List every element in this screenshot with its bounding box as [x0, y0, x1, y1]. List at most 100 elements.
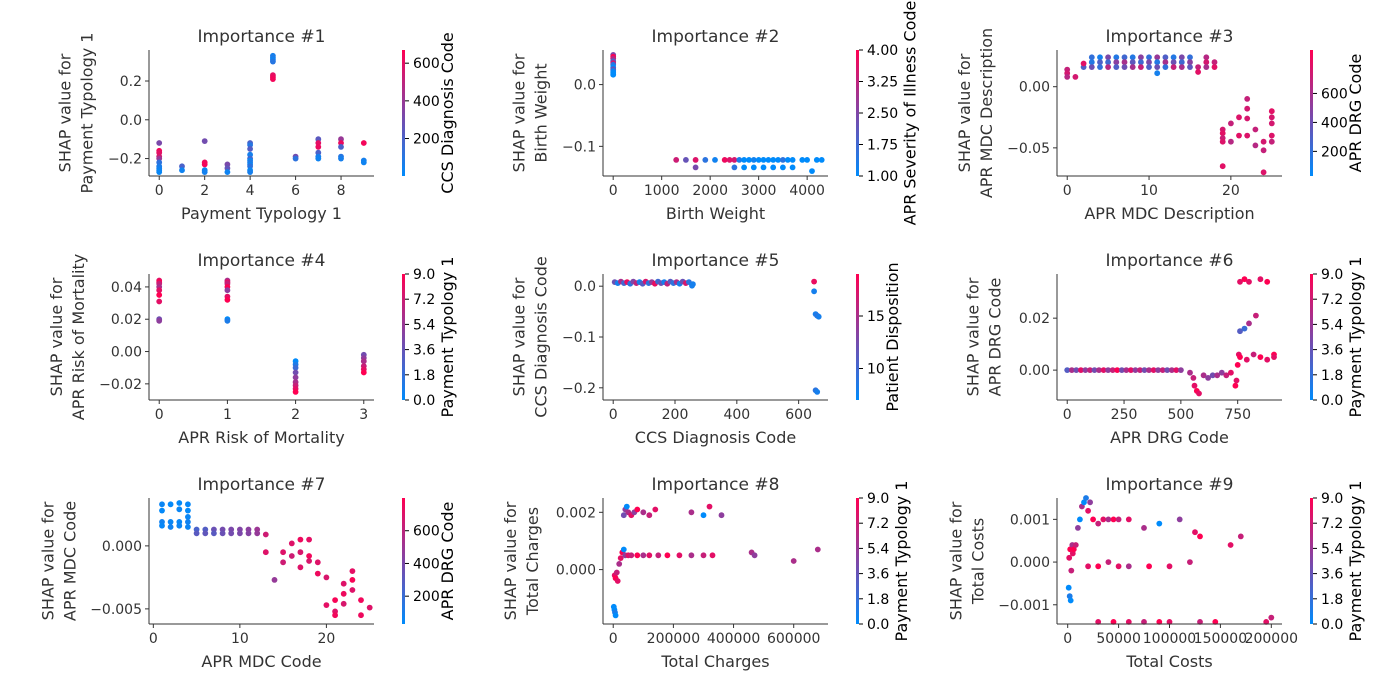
colorbar-tick-label: 400 [413, 556, 440, 572]
data-point [1268, 120, 1275, 127]
data-point [1244, 105, 1251, 112]
data-point [314, 570, 321, 577]
data-point [1146, 64, 1152, 70]
data-point [349, 587, 356, 593]
data-point [736, 157, 743, 163]
data-point [760, 157, 767, 163]
y-axis-label: APR MDC Description [977, 28, 996, 198]
data-point [1155, 367, 1161, 373]
subplot-title: Importance #9 [1106, 475, 1234, 495]
data-point [1121, 59, 1128, 66]
data-point [1268, 614, 1275, 621]
y-axis-label: Total Costs [968, 518, 987, 605]
data-point [721, 157, 728, 163]
colorbar-tick-label: 1.00 [867, 169, 898, 185]
subplot-8: Importance #8 0 200000 400000 600000 0.000 0.0… [501, 475, 911, 671]
x-tick-label: 6 [291, 183, 300, 199]
x-tick-label: 20 [317, 631, 335, 647]
data-point [228, 530, 235, 537]
subplot-3: Importance #3 0 10 20 −0.05 0.00 APR MDC Descr… [955, 27, 1365, 223]
data-point [1234, 362, 1241, 368]
data-point [1154, 64, 1161, 70]
data-point [1081, 499, 1087, 506]
data-point [1129, 64, 1136, 70]
subplot-6: Importance #6 0 250 500 750 0.00 0.02 APR DRG C… [964, 251, 1365, 447]
colorbar-label: Payment Typology 1 [1346, 481, 1365, 642]
data-point [1091, 367, 1098, 373]
data-point [292, 389, 299, 395]
data-point [201, 161, 208, 168]
data-point [1113, 54, 1120, 61]
colorbar-tick-label: 400 [1321, 115, 1348, 131]
data-point [167, 524, 174, 530]
colorbar-tick-label: 200 [413, 589, 440, 605]
data-point [640, 509, 647, 516]
data-point [1218, 369, 1225, 376]
x-tick-label: 400 [723, 407, 750, 423]
x-tick-label: 100000 [1143, 631, 1196, 647]
x-axis-label: APR MDC Description [1084, 204, 1254, 223]
data-point [1232, 382, 1239, 389]
data-point [780, 157, 786, 163]
y-axis-label: Payment Typology 1 [78, 33, 97, 194]
data-point [676, 552, 683, 559]
data-point [1088, 54, 1095, 61]
data-point [1082, 367, 1089, 373]
data-point [1178, 367, 1184, 373]
y-axis-label: APR MDC Code [60, 501, 79, 621]
data-point [1212, 619, 1219, 625]
data-point [156, 298, 163, 305]
data-point [1192, 529, 1198, 536]
data-point [185, 519, 191, 525]
data-point [292, 374, 299, 381]
data-point [1164, 367, 1171, 373]
data-point [247, 146, 254, 152]
x-tick-label: 0 [609, 407, 618, 423]
data-point [1244, 96, 1251, 102]
data-point [1211, 59, 1218, 66]
colorbar-tick-label: 9.0 [867, 491, 889, 507]
y-tick-label: 0.02 [1019, 311, 1050, 327]
data-point [731, 157, 738, 163]
data-point [814, 546, 821, 553]
colorbar-tick-label: 2.50 [867, 106, 898, 122]
data-point [156, 169, 163, 176]
data-point [360, 140, 367, 146]
data-point [159, 501, 165, 508]
data-point [185, 514, 191, 520]
data-point [1268, 138, 1275, 145]
x-tick-label: 8 [337, 183, 346, 199]
x-tick-label: 0 [609, 183, 618, 199]
colorbar-tick-label: 1.75 [867, 138, 898, 154]
x-axis-label: APR DRG Code [1110, 428, 1229, 447]
data-point [1154, 59, 1161, 66]
colorbar-tick-label: 1.8 [413, 368, 435, 384]
colorbar-tick-label: 600 [413, 524, 440, 540]
colorbar-tick-label: 3.25 [867, 75, 898, 91]
data-point [1065, 584, 1072, 591]
y-tick-label: −0.001 [998, 598, 1050, 614]
data-point [159, 507, 165, 514]
data-point [1156, 520, 1163, 527]
data-point [292, 369, 299, 376]
y-axis-label: Total Charges [523, 507, 542, 616]
x-tick-label: 20 [1222, 183, 1240, 199]
colorbar-tick-label: 5.4 [867, 541, 889, 557]
data-point [1080, 60, 1087, 67]
data-point [1166, 619, 1173, 625]
y-axis-label: SHAP value for [38, 501, 57, 620]
data-point [683, 157, 689, 163]
data-point [1246, 320, 1252, 327]
data-point [224, 317, 231, 324]
subplot-2: Importance #2 0 1000 2000 3000 4000 −0.1 0.0 Bir… [510, 1, 920, 226]
data-point [306, 536, 312, 543]
data-point [349, 568, 356, 574]
data-point [1187, 59, 1193, 66]
data-point [1066, 554, 1073, 561]
colorbar-tick-label: 600 [413, 56, 440, 72]
subplot-title: Importance #7 [198, 475, 326, 495]
colorbar-label: Payment Typology 1 [438, 257, 457, 418]
colorbar-tick-label: 0.0 [1321, 393, 1343, 409]
data-point [1233, 377, 1240, 384]
x-axis-label: Total Costs [1125, 652, 1212, 671]
